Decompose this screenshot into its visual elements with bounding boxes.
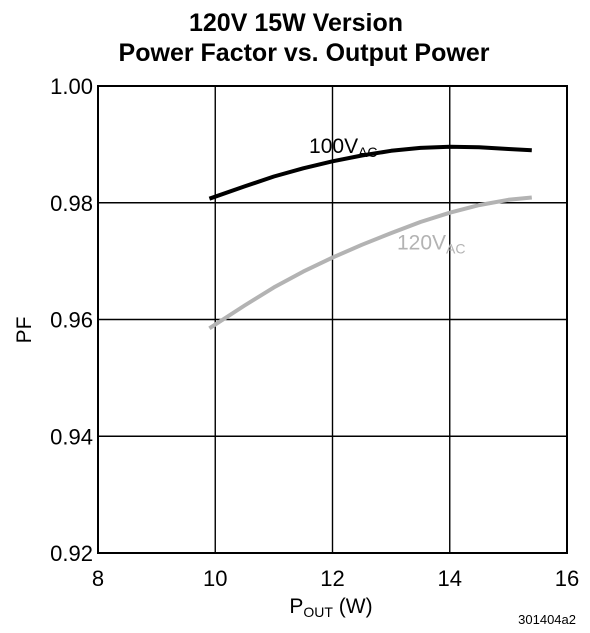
y-tick-label: 0.94 (50, 424, 93, 449)
series-label-main: 120V (397, 231, 446, 254)
series-label-0: 100VAC (309, 135, 378, 160)
y-tick-label: 0.98 (50, 191, 93, 216)
chart-subtitle: Power Factor vs. Output Power (119, 39, 490, 67)
series-label-main: 100V (309, 135, 358, 158)
x-tick-label: 8 (92, 566, 104, 591)
y-tick-labels: 0.92 0.94 0.96 0.98 1.00 (50, 74, 93, 566)
plot-frame (97, 85, 568, 554)
x-tick-label: 10 (203, 566, 227, 591)
y-tick-label: 1.00 (50, 74, 93, 99)
x-tick-label: 16 (555, 566, 579, 591)
figure-id: 301404a2 (518, 612, 576, 627)
series-label-subscript: AC (358, 144, 377, 160)
y-tick-label: 0.96 (50, 308, 93, 333)
series-line-0 (208, 144, 532, 201)
x-tick-labels: 8 10 12 14 16 (92, 566, 579, 591)
series-line-1 (208, 195, 532, 330)
x-axis-label: POUT (W) (289, 595, 372, 620)
x-axis-label-subscript: OUT (303, 604, 333, 620)
chart-title: 120V 15W Version (189, 9, 403, 37)
series-label-1: 120VAC (397, 231, 466, 256)
y-tick-label: 0.92 (50, 541, 93, 566)
x-tick-label: 14 (438, 566, 462, 591)
x-axis-label-main: P (289, 595, 303, 618)
y-axis-label: PF (13, 317, 36, 344)
x-tick-label: 12 (320, 566, 344, 591)
series-label-subscript: AC (446, 240, 465, 256)
series-lines (208, 144, 532, 330)
x-axis-label-unit: (W) (333, 595, 373, 618)
